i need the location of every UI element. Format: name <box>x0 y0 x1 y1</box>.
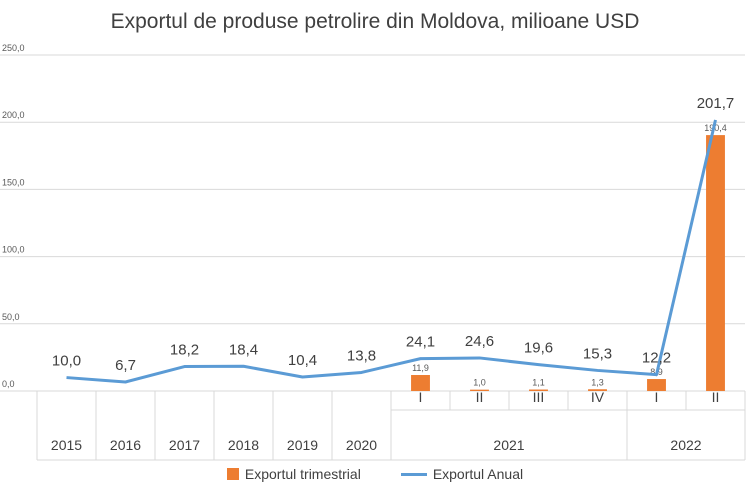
line-data-label: 201,7 <box>697 95 735 112</box>
y-tick-label: 250,0 <box>2 43 25 53</box>
legend-swatch-line <box>400 472 427 476</box>
bar <box>588 389 607 391</box>
line-data-label: 10,0 <box>52 353 81 370</box>
x-tick-label: IV <box>591 389 605 405</box>
x-tick-label: III <box>533 389 545 405</box>
line-data-label: 18,4 <box>229 341 258 358</box>
x-tick-label: I <box>419 389 423 405</box>
y-tick-label: 150,0 <box>2 177 25 187</box>
x-tick-label: II <box>476 389 484 405</box>
chart-title: Exportul de produse petrolire din Moldov… <box>110 10 640 33</box>
bar-data-label: 11,9 <box>412 363 429 373</box>
line-data-label: 6,7 <box>115 357 136 374</box>
line-series <box>66 119 717 384</box>
line-data-label: 13,8 <box>347 347 376 364</box>
legend: Exportul trimestrial Exportul Anual <box>0 466 750 482</box>
line-data-label: 15,3 <box>583 345 612 362</box>
legend-item-line: Exportul Anual <box>400 466 524 482</box>
bar-data-label: 1,3 <box>591 377 604 387</box>
y-tick-label: 200,0 <box>2 110 25 120</box>
x-tick-label: 2018 <box>228 437 259 453</box>
legend-item-bars: Exportul trimestrial <box>226 466 361 482</box>
y-tick-label: 0,0 <box>2 379 15 389</box>
x-tick-label: II <box>712 389 720 405</box>
line-data-label: 24,1 <box>406 334 435 351</box>
line-data-label: 24,6 <box>465 333 494 350</box>
bar-data-label: 1,0 <box>473 378 486 388</box>
line-data-label: 12,2 <box>642 350 671 367</box>
line-data-label: 19,6 <box>524 340 553 357</box>
bar-data-label: 190,4 <box>704 123 727 133</box>
x-tick-label: 2019 <box>287 437 318 453</box>
bar-data-label: 1,1 <box>532 378 545 388</box>
line-data-label: 18,2 <box>170 342 199 359</box>
x-group-label: 2021 <box>493 437 524 453</box>
x-tick-label: 2016 <box>110 437 141 453</box>
x-tick-label: I <box>655 389 659 405</box>
bar <box>706 135 725 391</box>
x-group-label: 2022 <box>670 437 701 453</box>
bar <box>411 375 430 391</box>
bar <box>647 379 666 391</box>
y-tick-label: 50,0 <box>2 312 20 322</box>
bar <box>470 389 489 391</box>
legend-swatch-bar <box>226 468 239 480</box>
bar <box>529 389 548 391</box>
x-tick-label: 2015 <box>51 437 82 453</box>
y-tick-label: 100,0 <box>2 245 25 255</box>
legend-label-bars: Exportul trimestrial <box>244 466 361 482</box>
x-tick-label: 2020 <box>346 437 377 453</box>
legend-label-line: Exportul Anual <box>432 466 524 482</box>
line-data-label: 10,4 <box>288 352 317 369</box>
x-tick-label: 2017 <box>169 437 200 453</box>
